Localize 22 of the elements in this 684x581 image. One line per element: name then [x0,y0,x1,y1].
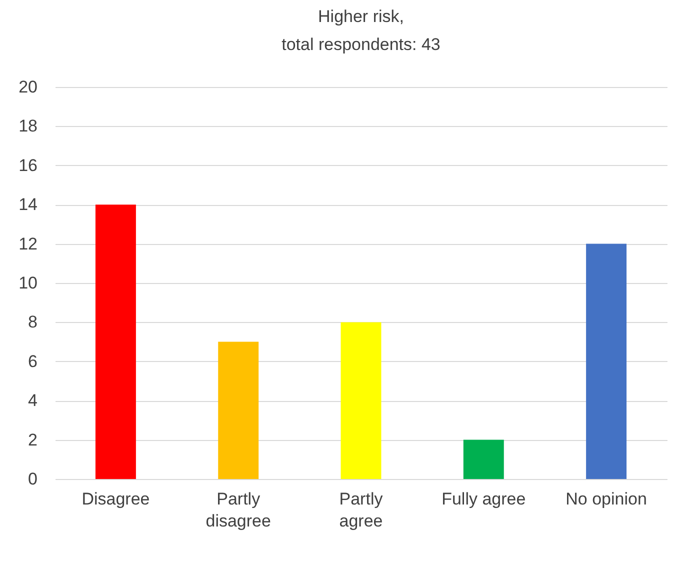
bar [340,322,382,479]
y-tick-label: 20 [18,78,38,96]
y-tick-label: 12 [18,234,38,254]
bar [218,342,259,479]
y-tick-label: 4 [28,391,38,410]
x-tick-label: Disagree [82,490,150,508]
x-tick-label: Partly agree [339,490,384,530]
y-tick-label: 16 [18,156,38,175]
x-tick-label: Fully agree [442,490,526,508]
x-tick-label: No opinion [566,490,647,508]
y-tick-label: 14 [18,195,38,214]
y-tick-label: 10 [18,274,38,292]
bar [463,440,504,479]
bar [586,244,627,479]
y-tick-label: 18 [18,116,38,136]
y-tick-label: 8 [28,312,38,332]
chart-title: Higher risk, total respondents: 43 [282,7,440,54]
x-tick-label: Partly disagree [206,490,271,530]
bar [95,204,136,479]
y-tick-label: 0 [28,470,38,488]
y-tick-label: 2 [28,430,38,450]
y-tick-label: 6 [28,352,38,371]
